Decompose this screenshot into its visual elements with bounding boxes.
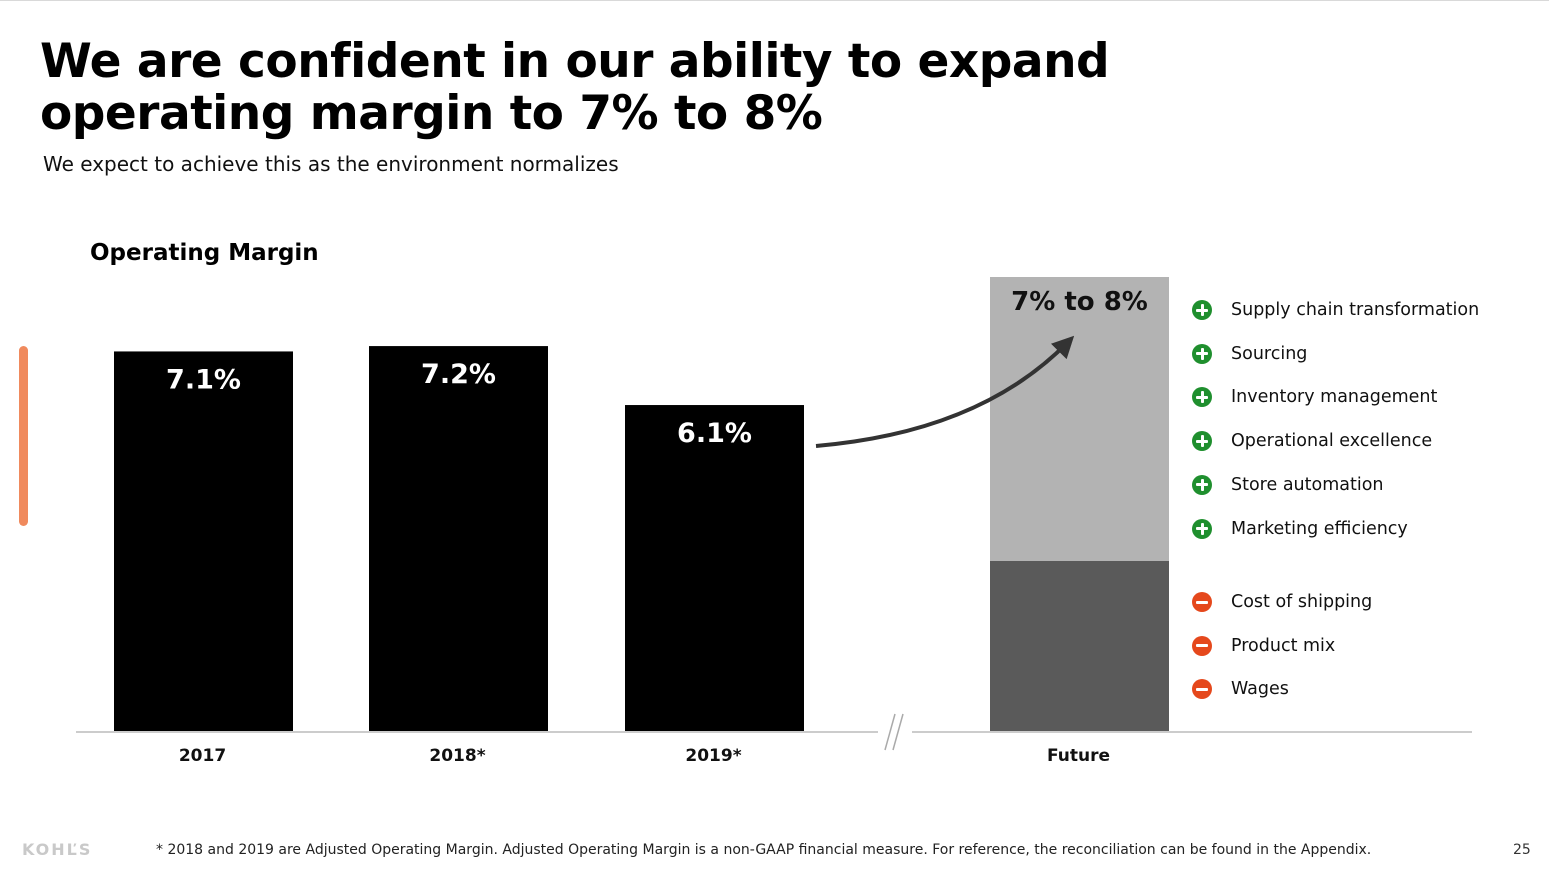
title-line-2: operating margin to 7% to 8% <box>40 86 823 141</box>
negative-driver-item: Wages <box>1192 679 1289 700</box>
footnote: * 2018 and 2019 are Adjusted Operating M… <box>156 842 1372 858</box>
page-number: 25 <box>1513 842 1531 858</box>
growth-arrow <box>815 335 1075 448</box>
minus-circle-icon <box>1192 679 1212 700</box>
bar-2019 <box>625 405 804 732</box>
minus-circle-icon <box>1192 635 1212 656</box>
title-line-1: We are confident in our ability to expan… <box>40 34 1110 89</box>
bar-value-label: 6.1% <box>677 418 752 449</box>
plus-circle-icon <box>1192 343 1212 364</box>
plus-circle-icon <box>1192 387 1212 408</box>
negative-driver-item: Product mix <box>1192 635 1336 656</box>
x-tick-label: Future <box>1047 746 1110 766</box>
x-tick-label: 2018* <box>429 746 485 766</box>
axis-break-icon <box>884 713 904 751</box>
driver-label: Cost of shipping <box>1231 592 1373 612</box>
bar-2018 <box>369 346 548 732</box>
bar-future-range <box>990 277 1169 561</box>
x-tick-label: 2017 <box>179 746 226 766</box>
positive-driver-item: Operational excellence <box>1192 431 1433 452</box>
x-tick-label: 2019* <box>685 746 741 766</box>
bar-2017 <box>114 351 293 732</box>
positive-driver-item: Marketing efficiency <box>1192 518 1408 539</box>
positive-driver-item: Store automation <box>1192 474 1384 495</box>
chart-title: Operating Margin <box>90 240 319 266</box>
bar-value-label: 7.1% <box>166 364 241 395</box>
driver-label: Sourcing <box>1231 343 1308 364</box>
bar-value-label: 7% to 8% <box>1011 287 1148 317</box>
driver-label: Inventory management <box>1231 387 1438 408</box>
plus-circle-icon <box>1192 300 1212 320</box>
driver-label: Store automation <box>1231 474 1384 495</box>
plus-circle-icon <box>1192 474 1212 495</box>
driver-label: Supply chain transformation <box>1231 300 1480 320</box>
top-rule <box>0 0 1549 1</box>
positive-driver-item: Inventory management <box>1192 387 1438 408</box>
driver-label: Wages <box>1231 679 1289 700</box>
minus-circle-icon <box>1192 592 1212 612</box>
plus-circle-icon <box>1192 431 1212 452</box>
slide-title: We are confident in our ability to expan… <box>40 34 1110 141</box>
positive-driver-item: Sourcing <box>1192 343 1308 364</box>
kohls-logo: KOHĽS <box>22 840 93 859</box>
plus-circle-icon <box>1192 518 1212 539</box>
bar-value-label: 7.2% <box>421 359 496 390</box>
driver-label: Operational excellence <box>1231 431 1433 452</box>
accent-bar <box>19 346 28 526</box>
slide-subtitle: We expect to achieve this as the environ… <box>43 152 619 176</box>
driver-label: Marketing efficiency <box>1231 518 1408 539</box>
driver-label: Product mix <box>1231 635 1336 656</box>
positive-driver-item: Supply chain transformation <box>1192 300 1479 320</box>
negative-driver-item: Cost of shipping <box>1192 592 1372 612</box>
bar-future-base <box>990 561 1169 732</box>
